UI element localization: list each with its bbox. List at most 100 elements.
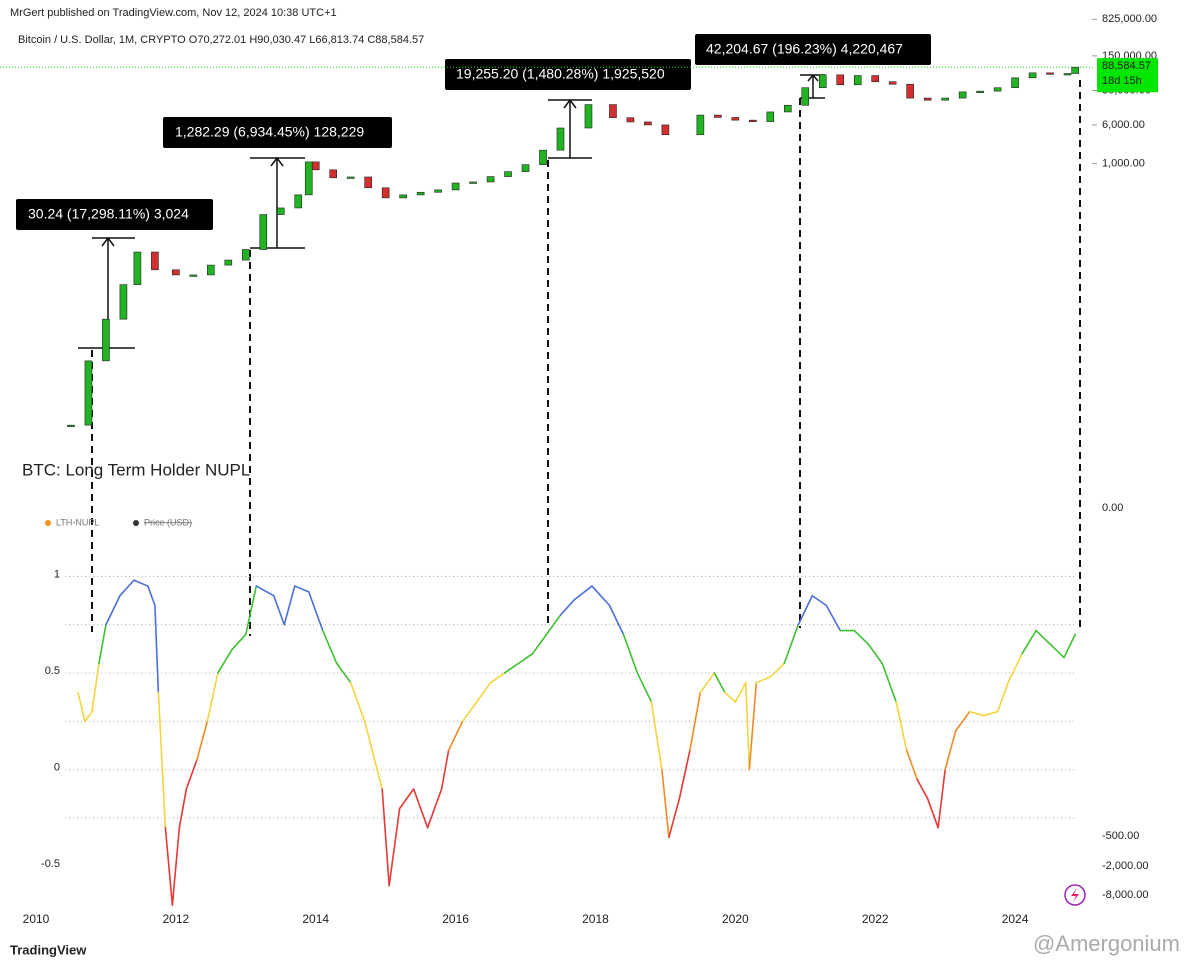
nupl-segment <box>178 788 188 829</box>
candle <box>923 97 932 101</box>
nupl-segment <box>196 720 209 761</box>
nupl-segment <box>461 701 478 723</box>
nupl-segment <box>231 633 247 651</box>
nupl-segment <box>734 681 747 703</box>
nupl-segment <box>661 768 670 839</box>
candle <box>609 104 617 119</box>
candle <box>364 176 372 189</box>
candle <box>242 249 250 261</box>
x-tick-label: 2012 <box>163 912 190 926</box>
nupl-segment <box>811 594 828 607</box>
candle <box>993 87 1002 92</box>
nupl-segment <box>905 749 918 781</box>
nupl-segment <box>881 662 897 703</box>
nupl-segment <box>853 629 870 645</box>
nupl-segment <box>724 691 737 703</box>
y-tick-label: 1,000.00 <box>1102 157 1145 169</box>
candle <box>584 104 593 129</box>
candle <box>1063 73 1072 76</box>
candle <box>346 176 355 179</box>
candle <box>644 121 652 126</box>
candle <box>714 114 722 118</box>
legend-label: LTH-NUPL <box>56 517 99 527</box>
candle <box>661 124 670 136</box>
nupl-segment <box>147 585 156 607</box>
candle <box>329 169 338 179</box>
brand: TradingView <box>10 942 87 957</box>
candle <box>399 194 407 199</box>
candle <box>853 75 862 86</box>
nupl-segment <box>982 710 999 717</box>
annotation: 30.24 (17,298.11%) 3,024 <box>28 206 189 222</box>
last-price-box <box>1097 58 1158 93</box>
nupl-segment <box>745 681 751 771</box>
last-price: 88,584.57 <box>1102 60 1151 72</box>
nupl-segment <box>255 585 275 597</box>
nupl-segment <box>119 579 135 597</box>
nupl-segment <box>797 594 814 626</box>
legend-label: Price (USD) <box>144 517 192 527</box>
nupl-segment <box>381 788 390 887</box>
nupl-segment <box>1035 629 1051 645</box>
nupl-segment <box>105 594 121 626</box>
annotation: 19,255.20 (1,480.28%) 1,925,520 <box>456 66 665 82</box>
nupl-segment <box>84 710 93 723</box>
nupl-segment <box>185 759 198 790</box>
nupl-segment <box>157 691 167 829</box>
candle <box>941 97 949 101</box>
nupl-segment <box>916 778 929 800</box>
candle <box>67 424 75 427</box>
nupl-segment <box>171 826 181 906</box>
nupl-segment <box>531 633 548 655</box>
candle <box>1071 66 1080 74</box>
nupl-segment <box>545 614 562 636</box>
nupl-segment <box>217 649 233 674</box>
nupl-segment <box>412 788 429 829</box>
candle <box>976 90 984 93</box>
nupl-segment <box>440 749 450 790</box>
ohlc: O70,272.01 H90,030.47 L66,813.74 C88,584… <box>189 34 424 46</box>
annotation: 42,204.67 (196.23%) 4,220,467 <box>706 41 903 57</box>
candle <box>189 274 198 277</box>
candle <box>102 318 110 362</box>
candle <box>731 117 740 121</box>
nupl-segment <box>944 730 957 771</box>
nupl-segment <box>503 662 520 674</box>
indicator-title: BTC: Long Term Holder NUPL <box>22 460 250 479</box>
candle <box>304 161 313 196</box>
nupl-segment <box>1063 633 1077 659</box>
symbol-line: Bitcoin / U.S. Dollar, 1M, CRYPTO O70,27… <box>18 34 424 46</box>
nupl-segment <box>608 604 625 636</box>
x-tick-label: 2014 <box>302 912 329 926</box>
nupl-segment <box>895 701 908 752</box>
axis-label: -500.00 <box>1102 830 1139 842</box>
nupl-segment <box>335 662 352 684</box>
nupl-segment <box>272 594 286 626</box>
candle <box>521 164 530 172</box>
candle <box>626 117 635 123</box>
nupl-segment <box>937 768 946 829</box>
candle <box>224 259 233 266</box>
y-tick-label: 0 <box>54 762 60 774</box>
nupl-segment <box>283 585 296 626</box>
icon-bolt <box>1071 888 1079 902</box>
candle <box>486 176 495 183</box>
nupl-segment <box>475 681 492 703</box>
legend-dot <box>133 520 139 526</box>
nupl-segment <box>968 710 985 717</box>
candle <box>783 104 792 113</box>
nupl-segment <box>349 681 366 723</box>
nupl-segment <box>748 681 758 771</box>
annotation-boxes: 30.24 (17,298.11%) 3,024 1,282.29 (6,934… <box>16 34 931 230</box>
measure-brackets <box>78 73 1081 636</box>
nupl-segment <box>713 672 726 694</box>
nupl-segment <box>321 629 338 665</box>
y-tick-label: 6,000.00 <box>1102 119 1145 131</box>
nupl-segment <box>996 681 1009 713</box>
nupl-segment <box>755 676 772 684</box>
annotation-box <box>695 34 931 65</box>
bracket <box>250 156 305 249</box>
bracket <box>548 98 592 159</box>
candle <box>84 360 93 426</box>
candle <box>151 251 159 271</box>
